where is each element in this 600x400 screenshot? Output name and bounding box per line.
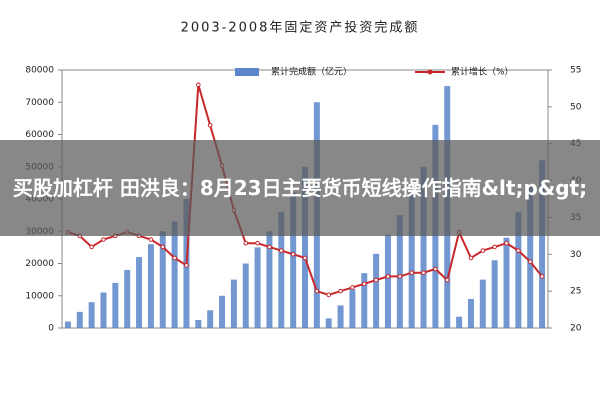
bar xyxy=(467,298,474,328)
bar xyxy=(242,263,249,328)
bar xyxy=(408,192,415,328)
line-marker xyxy=(373,277,379,283)
line-marker xyxy=(492,244,497,250)
bar xyxy=(64,321,71,328)
y-tick-label: 60000 xyxy=(25,130,54,140)
bar xyxy=(396,215,403,328)
line-marker xyxy=(338,288,343,294)
banner-text: 买股加杠杆 田洪良：8月23日主要货币短线操作指南&lt;p&gt; xyxy=(12,176,588,200)
bar xyxy=(539,160,546,328)
banner: 买股加杠杆 田洪良：8月23日主要货币短线操作指南&lt;p&gt; xyxy=(0,140,600,236)
bar xyxy=(373,253,380,328)
y-tick-label: 80000 xyxy=(25,66,54,76)
bar xyxy=(230,279,237,328)
y-tick-label: 0 xyxy=(48,324,54,334)
chart-title: 2003-2008年固定资产投资完成额 xyxy=(181,20,420,36)
line-marker xyxy=(196,82,201,88)
line-marker xyxy=(243,240,249,246)
legend-swatch xyxy=(235,68,259,76)
line-marker xyxy=(409,270,414,276)
bar xyxy=(361,273,368,328)
bar xyxy=(456,316,463,328)
legend-label: 累计增长（%） xyxy=(451,66,514,78)
bar xyxy=(491,260,498,328)
line-marker xyxy=(89,244,94,250)
line-marker xyxy=(444,277,450,283)
line-marker xyxy=(160,244,166,250)
bar xyxy=(349,289,356,328)
bar xyxy=(503,237,510,328)
line-marker xyxy=(267,244,272,250)
line-marker xyxy=(172,255,177,261)
bar xyxy=(479,279,486,328)
bar xyxy=(171,221,178,328)
line-marker xyxy=(385,274,391,279)
bar xyxy=(124,269,131,328)
bar xyxy=(290,192,297,328)
y2-tick-label: 20 xyxy=(570,324,582,334)
bar xyxy=(136,257,143,328)
bar xyxy=(100,292,107,328)
bar xyxy=(159,231,166,328)
line-marker xyxy=(101,237,106,242)
line-marker xyxy=(421,270,426,276)
y2-tick-label: 55 xyxy=(570,66,581,76)
line-marker xyxy=(504,240,509,246)
line-marker xyxy=(290,251,296,257)
bar xyxy=(195,319,202,328)
line-marker xyxy=(527,259,533,264)
line-marker xyxy=(361,281,367,287)
line-marker xyxy=(350,285,355,290)
bar xyxy=(384,234,391,328)
legend-label: 累计完成额（亿元） xyxy=(271,66,352,78)
line-marker xyxy=(516,248,521,253)
bar xyxy=(88,302,95,328)
line-marker xyxy=(433,266,438,272)
bar xyxy=(337,305,344,328)
line-marker xyxy=(278,248,284,253)
bar xyxy=(420,166,427,328)
y2-tick-label: 30 xyxy=(570,250,582,260)
line-marker xyxy=(255,240,260,246)
line-marker xyxy=(184,263,189,268)
bar xyxy=(147,244,154,328)
bar xyxy=(515,211,522,328)
bar xyxy=(112,282,119,328)
y-tick-label: 70000 xyxy=(25,98,54,108)
bar xyxy=(527,186,534,328)
bar xyxy=(219,295,226,328)
line-marker xyxy=(480,248,486,253)
bar xyxy=(266,231,273,328)
bar xyxy=(278,211,285,328)
bar xyxy=(207,310,214,328)
bar xyxy=(76,311,83,328)
bar xyxy=(254,247,261,328)
y2-tick-label: 50 xyxy=(570,102,582,112)
line-marker xyxy=(314,288,320,294)
line-marker xyxy=(302,255,308,261)
line-marker xyxy=(326,292,332,298)
line-marker xyxy=(397,274,403,279)
y-tick-label: 10000 xyxy=(25,291,54,301)
y-tick-label: 20000 xyxy=(25,259,54,269)
line-marker xyxy=(207,122,213,128)
legend-marker xyxy=(427,69,433,75)
y2-tick-label: 25 xyxy=(570,287,581,297)
bar xyxy=(325,318,332,328)
line-marker xyxy=(539,274,545,279)
line-marker xyxy=(468,255,474,261)
line-marker xyxy=(148,237,154,242)
bar xyxy=(302,166,308,328)
